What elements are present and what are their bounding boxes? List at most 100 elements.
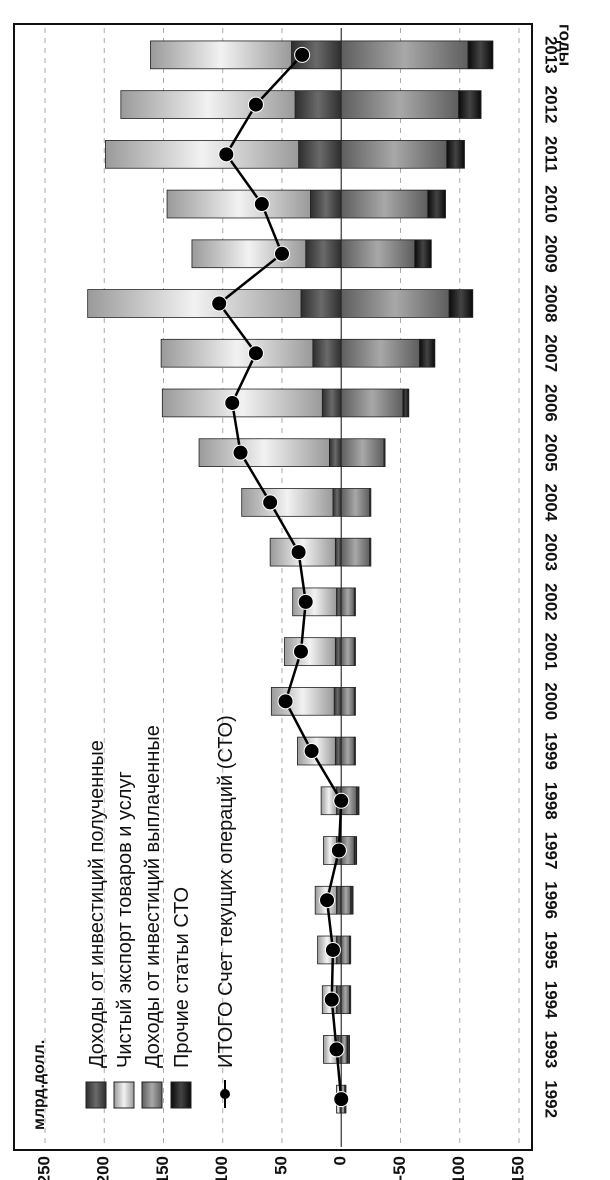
unit-label: млрд.долл. xyxy=(31,1040,48,1130)
year-tick-label: 2002 xyxy=(542,583,561,621)
bar-segment-s3-2005 xyxy=(383,438,386,468)
year-tick-label: 2000 xyxy=(542,682,561,720)
bar-segment-s3-1999 xyxy=(353,736,356,766)
bar-segment-s3-2008 xyxy=(448,289,474,318)
value-tick-label: -100 xyxy=(449,1156,468,1180)
bar-segment-s3-2009 xyxy=(414,239,432,269)
bar-segment-s2-2007 xyxy=(340,338,420,368)
total-point-2011 xyxy=(218,146,235,163)
year-tick-label: 2001 xyxy=(542,633,561,671)
legend-label-1: Чистый экспорт товаров и услуг xyxy=(114,771,136,1068)
legend-swatch-3 xyxy=(170,1081,192,1109)
bar-segment-s0-2012 xyxy=(294,90,342,119)
bar-segment-s3-1993 xyxy=(346,1035,350,1064)
year-tick-label: 1998 xyxy=(542,782,561,820)
bar-segment-s1-2012 xyxy=(120,90,296,119)
total-point-2000 xyxy=(277,693,294,710)
total-point-1998 xyxy=(333,792,350,809)
total-point-1995 xyxy=(324,941,341,958)
bar-segment-s2-2003 xyxy=(340,537,371,567)
year-tick-label: 1993 xyxy=(542,1030,561,1068)
total-point-2006 xyxy=(224,394,241,411)
bar-segment-s2-2001 xyxy=(340,637,355,666)
bar-segment-s3-2013 xyxy=(467,40,494,70)
bar-segment-s0-2011 xyxy=(298,139,342,169)
year-tick-label: 2012 xyxy=(542,86,561,124)
bar-segment-s0-2004 xyxy=(332,488,342,517)
bar-segment-s2-1995 xyxy=(340,935,350,965)
value-tick-label: 50 xyxy=(271,1156,290,1175)
total-point-1997 xyxy=(330,842,347,859)
bar-segment-s3-2006 xyxy=(402,388,410,418)
value-tick-label: 250 xyxy=(34,1156,53,1180)
bar-segment-s2-2011 xyxy=(340,139,448,169)
bar-segment-s3-2011 xyxy=(446,139,465,169)
year-tick-label: 2007 xyxy=(542,334,561,372)
total-point-2007 xyxy=(247,345,264,362)
bar-segment-s3-1998 xyxy=(356,786,360,816)
bar-segment-s2-1999 xyxy=(340,736,355,766)
bar-segment-s1-2011 xyxy=(105,139,299,169)
bar-segment-s2-2012 xyxy=(340,90,459,119)
year-tick-label: 2004 xyxy=(542,483,561,521)
total-point-1992 xyxy=(333,1091,350,1108)
bar-segment-s1-2010 xyxy=(166,189,311,219)
total-point-1994 xyxy=(323,991,340,1008)
bar-segment-s3-2004 xyxy=(369,488,372,517)
bar-segment-s0-2005 xyxy=(328,438,342,468)
year-tick-label: 1994 xyxy=(542,981,561,1019)
bar-segment-s2-1996 xyxy=(340,885,352,915)
legend-line-marker xyxy=(220,1089,230,1099)
total-point-2013 xyxy=(294,46,311,63)
year-tick-label: 2009 xyxy=(542,235,561,273)
bar-segment-s2-2006 xyxy=(340,388,404,418)
bar-segment-s2-2004 xyxy=(340,488,371,517)
year-tick-label: 1999 xyxy=(542,732,561,770)
value-tick-label: 150 xyxy=(153,1156,172,1180)
year-tick-label: 2010 xyxy=(542,185,561,223)
bar-segment-s3-2003 xyxy=(369,537,372,567)
total-point-2003 xyxy=(290,544,307,561)
total-point-1993 xyxy=(328,1041,345,1058)
year-tick-label: 2013 xyxy=(542,36,561,74)
year-tick-label: 2003 xyxy=(542,533,561,571)
bar-segment-s1-2004 xyxy=(241,488,334,517)
bar-segment-s2-1994 xyxy=(340,985,350,1015)
bar-segment-s1-2007 xyxy=(160,338,314,368)
year-tick-label: 1992 xyxy=(542,1080,561,1118)
bar-segment-s0-2000 xyxy=(333,686,342,716)
bar-segment-s0-2008 xyxy=(300,289,342,318)
value-tick-label: -50 xyxy=(390,1156,409,1180)
bar-segment-s0-1996 xyxy=(336,885,342,915)
bar-segment-s3-1994 xyxy=(349,985,352,1015)
bar-segment-s0-2009 xyxy=(305,239,342,269)
total-point-2001 xyxy=(292,643,309,660)
bar-segment-s2-2000 xyxy=(340,686,355,716)
bar-segment-s1-2008 xyxy=(87,289,302,318)
bar-segment-s0-2006 xyxy=(321,388,342,418)
bar-segment-s3-1996 xyxy=(350,885,354,915)
total-point-2009 xyxy=(274,245,290,262)
bar-segment-s3-2000 xyxy=(353,686,356,716)
bar-segment-s0-2002 xyxy=(336,587,342,617)
legend-label-0: Доходы от инвестиций полученные xyxy=(86,740,108,1068)
bar-segment-s3-2010 xyxy=(427,189,446,219)
legend-label-total: ИТОГО Счет текущих операций (СТО) xyxy=(215,715,237,1068)
bar-segment-s3-2012 xyxy=(458,90,482,119)
legend: млрд.долл. Доходы от инвестиций полученны… xyxy=(31,715,237,1130)
bar-segment-s1-2001 xyxy=(283,637,336,666)
bar-segment-s3-2001 xyxy=(353,637,356,666)
total-point-2012 xyxy=(247,96,264,113)
category-axis-label: годы xyxy=(556,24,575,66)
value-tick-label: 200 xyxy=(94,1156,113,1180)
year-tick-label: 1996 xyxy=(542,881,561,919)
bar-segment-s3-2002 xyxy=(353,587,356,617)
bar-segment-s0-2010 xyxy=(310,189,342,219)
bar-segment-s1-2005 xyxy=(198,438,330,468)
bar-segment-s3-1997 xyxy=(353,836,358,865)
bar-segment-s1-2013 xyxy=(150,40,292,70)
bar-segment-s3-2007 xyxy=(419,338,436,368)
bar-segment-s2-2013 xyxy=(340,40,469,70)
bar-segment-s1-2006 xyxy=(161,388,323,418)
